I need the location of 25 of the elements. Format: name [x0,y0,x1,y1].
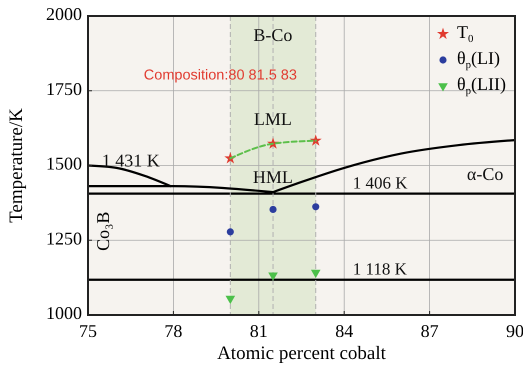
y-tick-label: 1000 [46,303,82,324]
x-tick-label: 84 [335,321,354,341]
x-tick-label: 90 [506,321,524,341]
y-axis-title: Temperature/K [6,108,27,223]
annotation: Co₃B [93,212,114,251]
legend-label: T$_{0}$ [457,22,474,46]
x-tick-label: 87 [420,321,439,341]
x-axis-title: Atomic percent cobalt [217,343,387,364]
y-tick-label: 1500 [46,154,82,174]
x-tick-label: 75 [79,321,97,341]
legend-label: θ$_{p}$(LI) [457,48,500,72]
annotation: Composition:80 81.5 83 [144,68,297,84]
y-tick-label: 1250 [46,228,82,248]
legend-label: θ$_{p}$(LII) [457,74,506,98]
x-tick-label: 81 [250,321,268,341]
annotation: HML [252,167,293,188]
annotation: LML [254,108,292,129]
annotation: 1 431 K [102,150,160,171]
x-tick-label: 78 [164,321,182,341]
annotation: B-Co [253,25,292,46]
y-tick-label: 1750 [46,78,82,99]
y-tick-label: 2000 [46,4,82,24]
annotation: α-Co [466,164,504,184]
ref-line-label: 1 118 K [352,260,408,279]
ref-line-label: 1 406 K [352,174,408,193]
